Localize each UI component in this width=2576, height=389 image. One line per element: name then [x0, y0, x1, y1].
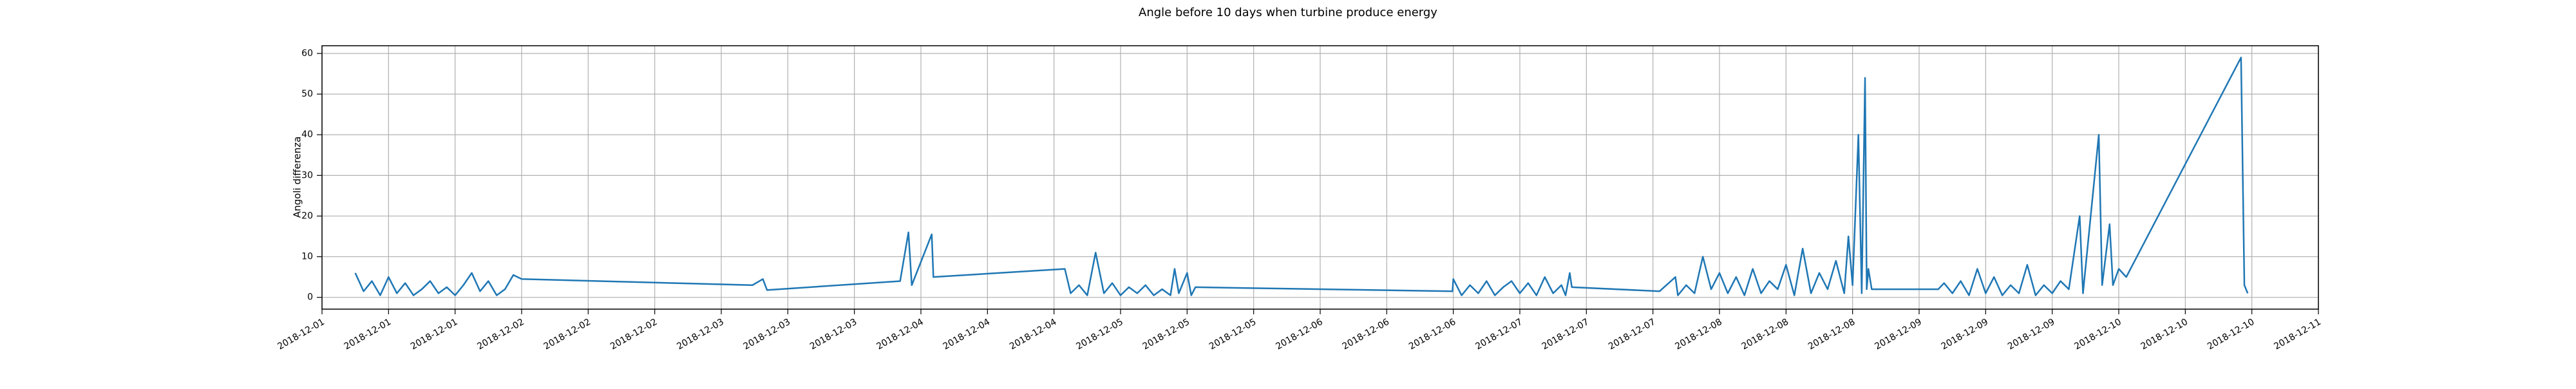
chart-title: Angle before 10 days when turbine produc…: [1139, 6, 1437, 19]
data-line: [354, 57, 2249, 296]
y-tick-label: 50: [301, 89, 313, 99]
y-tick-label: 20: [301, 211, 313, 221]
y-axis-label: Angoli differenza: [292, 137, 303, 218]
y-tick-label: 40: [301, 129, 313, 140]
y-tick-label: 0: [307, 292, 313, 303]
y-tick-label: 60: [301, 48, 313, 59]
plot-frame: [321, 45, 2319, 310]
y-tick-label: 30: [301, 170, 313, 180]
y-tick-label: 10: [301, 252, 313, 262]
